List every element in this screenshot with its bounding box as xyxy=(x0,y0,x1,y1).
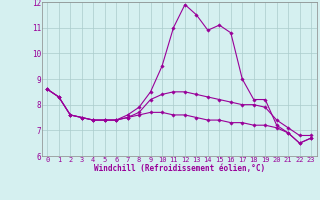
X-axis label: Windchill (Refroidissement éolien,°C): Windchill (Refroidissement éolien,°C) xyxy=(94,164,265,173)
